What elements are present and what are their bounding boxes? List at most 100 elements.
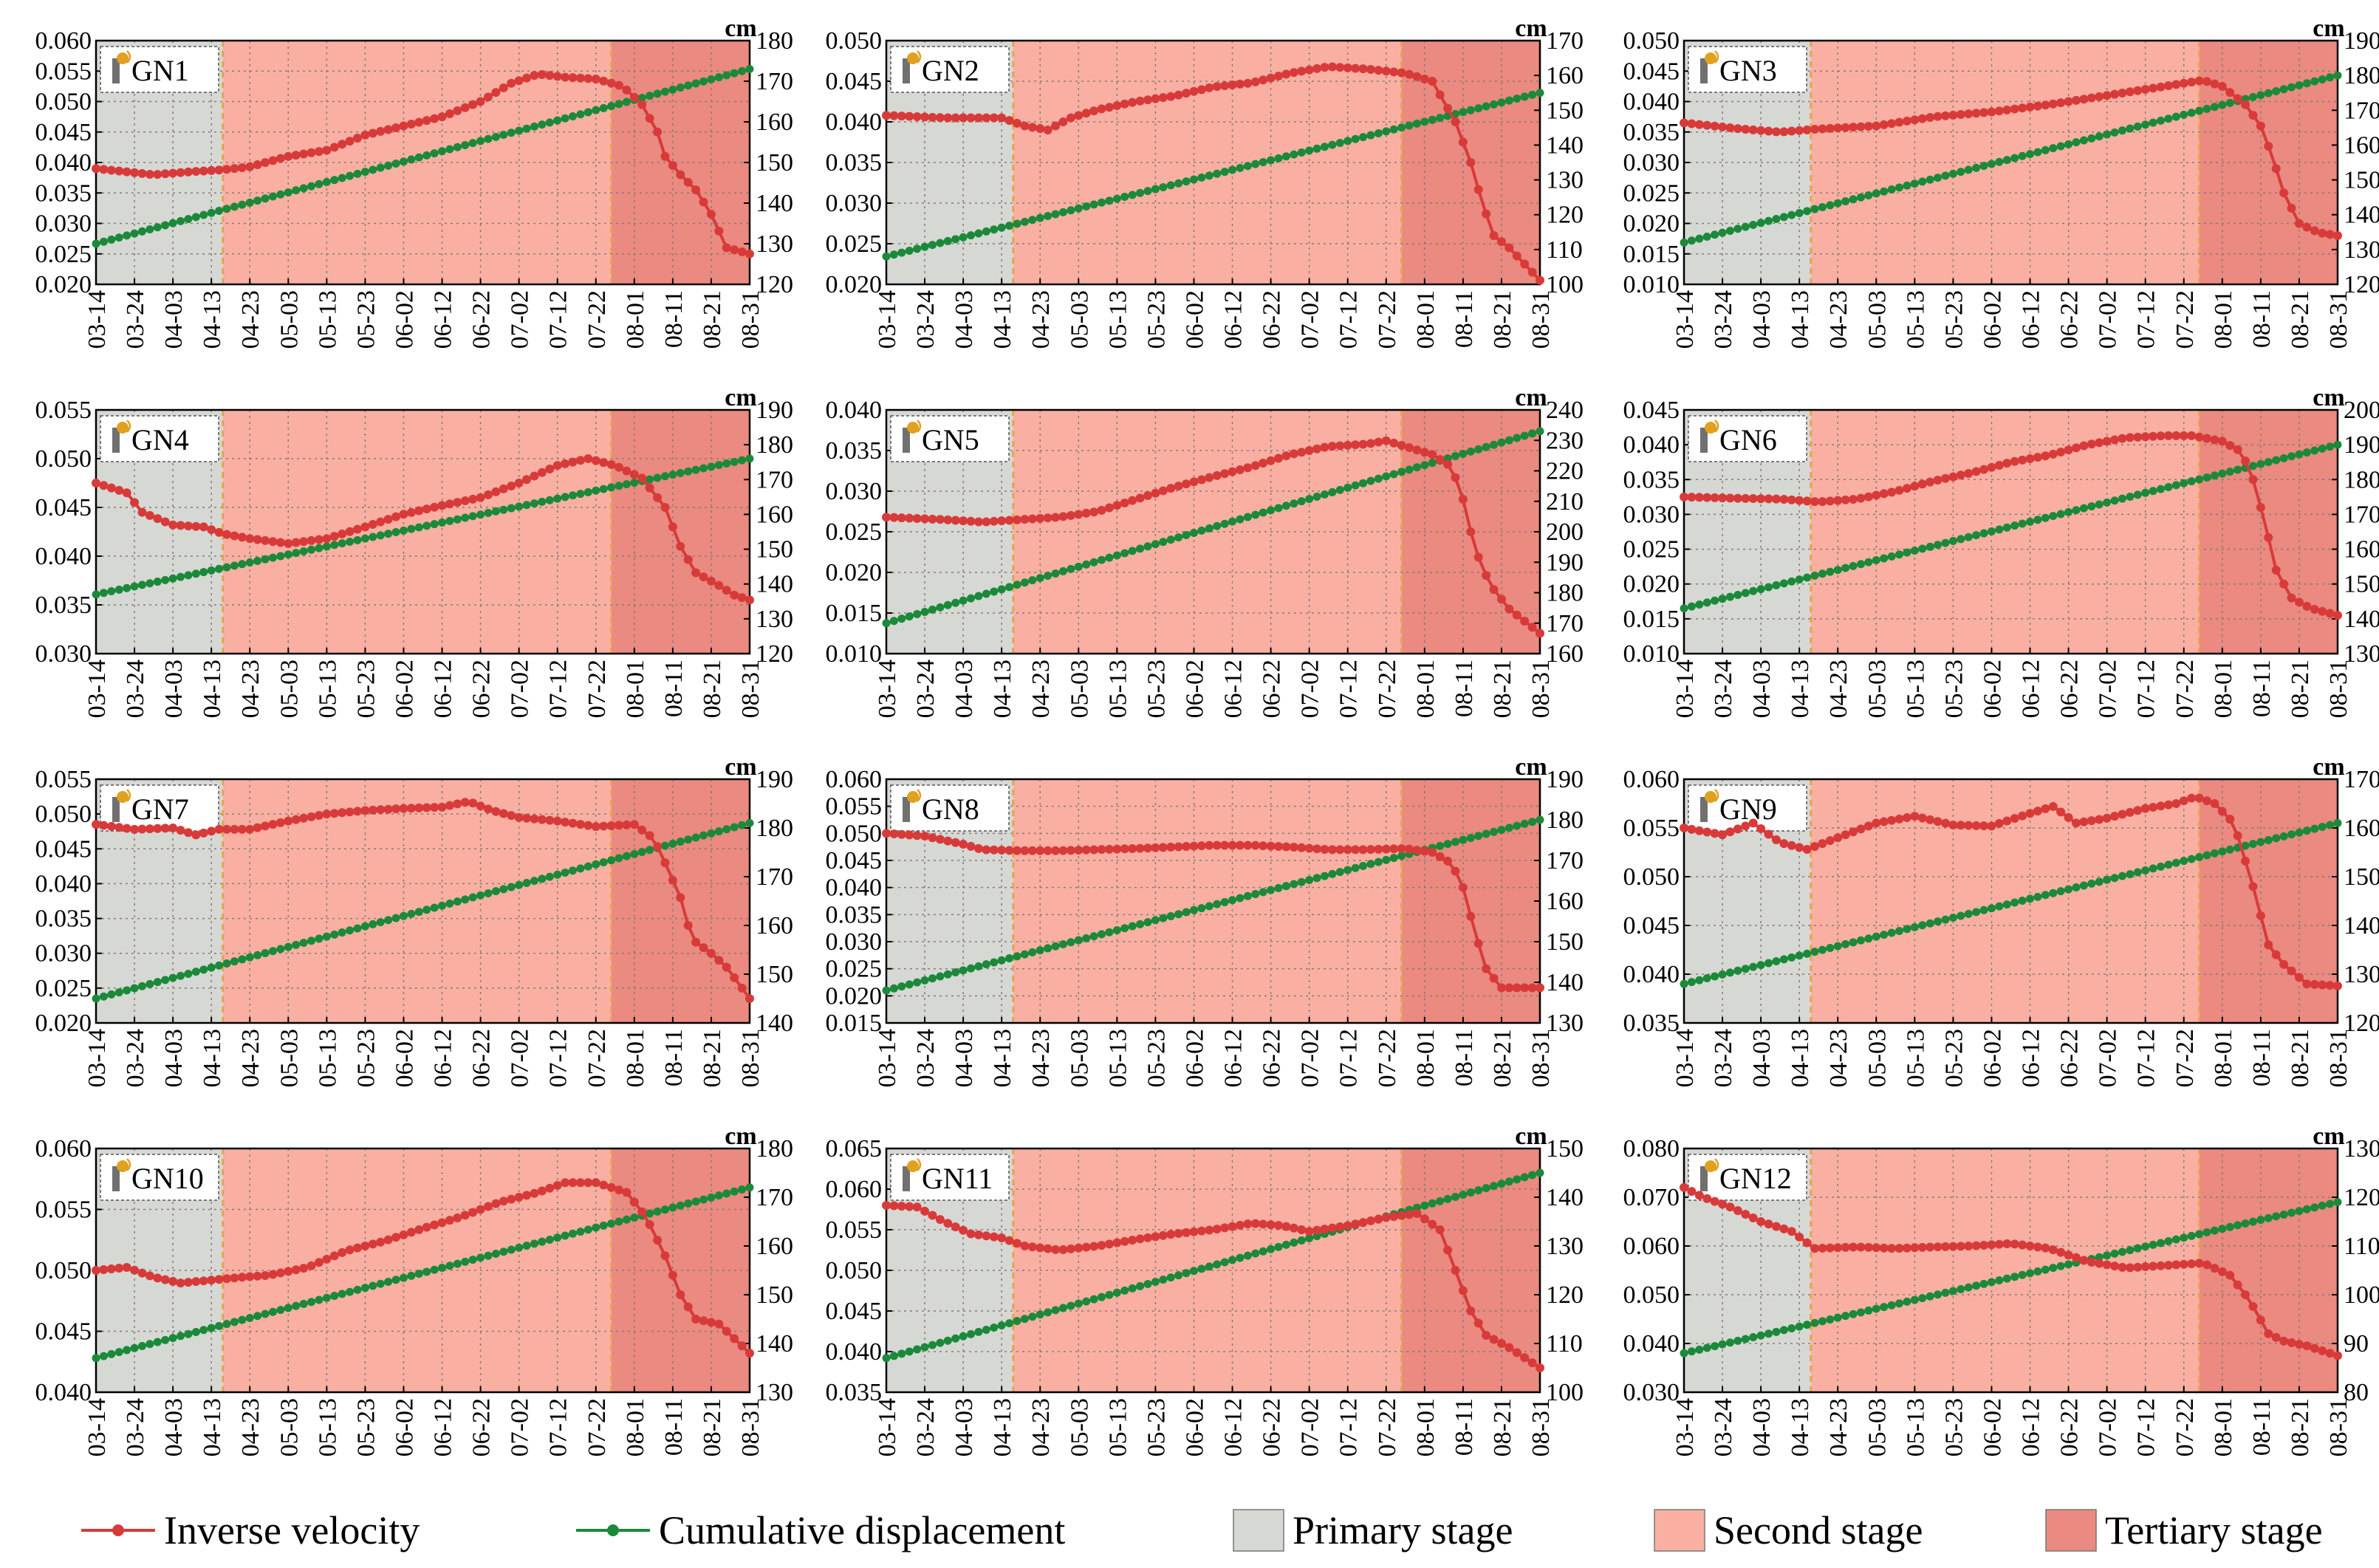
displacement-point: [515, 126, 524, 135]
inverse-velocity-point: [1020, 121, 1030, 131]
inverse-velocity-point: [2072, 818, 2081, 828]
displacement-point: [1151, 1278, 1160, 1287]
inverse-velocity-point: [2171, 1260, 2181, 1270]
inverse-velocity-point: [1327, 845, 1337, 855]
plot-frame: [95, 408, 751, 655]
left-tick-label: 0.025: [35, 241, 92, 268]
displacement-point: [1680, 238, 1688, 247]
panel-label-box: GN6: [1688, 415, 1807, 462]
displacement-point: [897, 614, 906, 623]
inverse-velocity-point: [606, 78, 616, 88]
displacement-point: [230, 561, 239, 570]
antenna-icon: [1705, 791, 1716, 803]
displacement-point: [1267, 1245, 1276, 1253]
panel-label-box: GN2: [890, 46, 1010, 93]
displacement-point: [168, 574, 177, 583]
inverse-velocity-point: [1694, 493, 1704, 502]
inverse-velocity-point: [1374, 66, 1383, 75]
inverse-velocity-point: [629, 92, 639, 102]
gnss-station-icon: [903, 428, 910, 453]
displacement-point: [2256, 91, 2265, 100]
displacement-point: [137, 1341, 146, 1350]
displacement-point: [1520, 819, 1529, 828]
inverse-velocity-point: [514, 479, 524, 487]
displacement-point: [1687, 1347, 1696, 1356]
displacement-point: [1779, 579, 1788, 588]
displacement-point: [1013, 581, 1021, 589]
displacement-point: [1849, 938, 1858, 947]
displacement-point: [1803, 949, 1812, 958]
inverse-velocity-point: [1917, 479, 1927, 489]
displacement-point: [1818, 945, 1827, 954]
displacement-point: [2187, 855, 2196, 863]
displacement-point: [2310, 446, 2319, 455]
displacement-point: [2248, 92, 2257, 101]
displacement-point: [653, 89, 662, 98]
displacement-point: [1120, 924, 1129, 933]
inverse-velocity-point: [476, 1205, 485, 1214]
x-tick-label: 08-11: [2248, 1398, 2276, 1456]
x-tick-label: 04-03: [951, 1398, 978, 1456]
inverse-velocity-point: [683, 177, 693, 187]
inverse-velocity-point: [2133, 432, 2143, 442]
displacement-point: [137, 581, 146, 589]
inverse-velocity-point: [2163, 81, 2173, 91]
x-tick-label: 07-22: [1374, 660, 1401, 718]
displacement-point: [461, 513, 470, 522]
displacement-point: [199, 1326, 208, 1335]
inverse-velocity-point: [1228, 841, 1237, 850]
displacement-point: [1702, 232, 1711, 241]
inverse-velocity-point: [1074, 846, 1084, 855]
displacement-point: [99, 992, 108, 1001]
inverse-velocity-point: [1756, 494, 1766, 504]
inverse-velocity-point: [2156, 801, 2166, 811]
inverse-velocity-point: [1964, 468, 1974, 478]
right-tick-label: 140: [2344, 912, 2379, 939]
inverse-velocity-point: [145, 824, 154, 834]
left-tick-label: 0.060: [826, 1176, 883, 1203]
displacement-point: [1335, 138, 1344, 147]
inverse-velocity-point: [275, 818, 285, 827]
inverse-velocity-point: [1856, 493, 1866, 503]
x-tick-label: 03-24: [912, 1398, 939, 1456]
x-tick-label: 05-03: [1066, 290, 1093, 349]
inverse-velocity-point: [1802, 496, 1812, 506]
inverse-velocity-point: [1987, 1240, 1996, 1250]
displacement-point: [1112, 925, 1121, 934]
displacement-point: [920, 607, 929, 616]
inverse-velocity-point: [1725, 123, 1735, 132]
inverse-velocity-point: [691, 937, 701, 947]
left-tick-label: 0.025: [1623, 179, 1680, 207]
inverse-velocity-point: [1466, 1307, 1476, 1315]
displacement-point: [114, 233, 123, 242]
inverse-velocity-point: [191, 167, 201, 177]
inverse-velocity-point: [959, 840, 968, 849]
displacement-point: [592, 860, 600, 869]
displacement-point: [2326, 821, 2335, 829]
inverse-velocity-point: [1266, 73, 1276, 83]
inverse-velocity-point: [1810, 842, 1819, 852]
displacement-point: [707, 75, 716, 83]
panel-label-box: GN5: [890, 415, 1010, 462]
inverse-velocity-point: [453, 498, 462, 507]
displacement-point: [1910, 179, 1919, 188]
left-tick-label: 0.035: [1623, 119, 1680, 146]
inverse-velocity-point: [1894, 117, 1904, 127]
inverse-velocity-point: [1527, 983, 1537, 993]
inverse-velocity-point: [1887, 119, 1897, 129]
displacement-point: [2149, 487, 2157, 496]
right-tick-label: 150: [1546, 97, 1584, 124]
panel-gn5: 0.0400.0350.0300.0250.0200.0150.01024023…: [826, 384, 1584, 718]
displacement-point: [1934, 541, 1942, 550]
displacement-point: [1887, 185, 1896, 194]
inverse-velocity-point: [1151, 94, 1160, 103]
displacement-point: [1918, 1294, 1927, 1303]
displacement-point: [2195, 106, 2204, 115]
displacement-point: [2056, 510, 2065, 518]
displacement-point: [1197, 526, 1206, 535]
x-tick-label: 07-02: [2095, 660, 2122, 718]
inverse-velocity-point: [1036, 513, 1045, 523]
inverse-velocity-point: [1512, 1348, 1521, 1358]
displacement-point: [130, 984, 139, 993]
inverse-velocity-point: [422, 504, 431, 514]
